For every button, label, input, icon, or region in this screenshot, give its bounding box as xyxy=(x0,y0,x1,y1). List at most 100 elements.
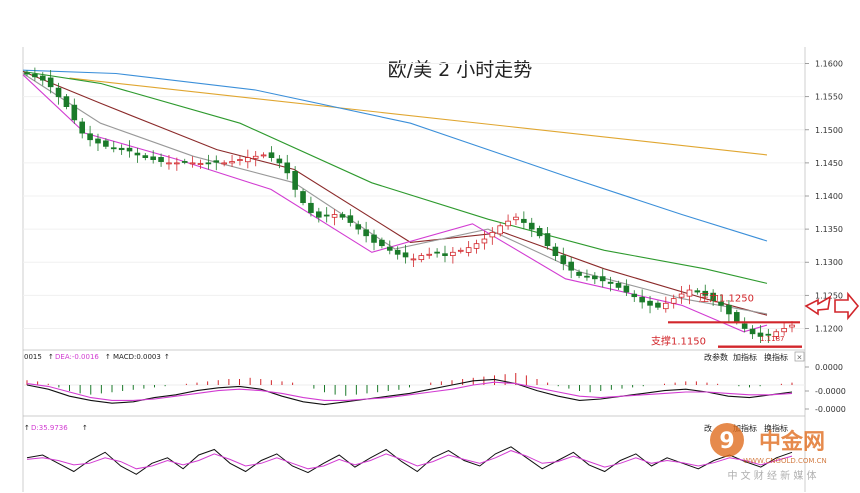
candle-body xyxy=(110,147,117,150)
macd-tick-label: -0.0000 xyxy=(815,387,846,396)
macd-panel: 0.0000 -0.0000 -0.0000 xyxy=(23,363,846,414)
macd-tick-label: -0.0000 xyxy=(815,405,846,414)
candle-body xyxy=(213,160,220,163)
candle-body xyxy=(134,152,141,156)
candle-body xyxy=(245,157,251,163)
chart-title: 欧/美 2 小时走势 xyxy=(388,59,533,81)
candle-body xyxy=(450,251,456,257)
candle-body xyxy=(473,243,480,249)
candle-body xyxy=(536,227,543,237)
svg-text:9: 9 xyxy=(719,429,734,454)
add-indicator-button-2[interactable]: 加指标 xyxy=(733,423,757,433)
candle-body xyxy=(323,214,330,217)
candle-body xyxy=(410,258,417,261)
candle-body xyxy=(394,249,401,255)
swap-indicator-button-2[interactable]: 换指标 xyxy=(764,423,788,433)
add-indicator-button[interactable]: 加指标 xyxy=(733,352,757,362)
macd-dea-line xyxy=(26,381,793,401)
candle-body xyxy=(402,252,409,258)
kdj-panel xyxy=(26,446,793,475)
candle-body xyxy=(481,238,488,244)
candle-body xyxy=(316,211,322,218)
candle-body xyxy=(576,271,582,276)
macd-up-icon: ↑ xyxy=(48,353,54,361)
watermark-sub: 中 文 财 经 新 媒 体 xyxy=(727,469,816,482)
candle-body xyxy=(513,216,519,221)
candle-body xyxy=(781,328,787,333)
y-tick-label: 1.1500 xyxy=(815,126,843,135)
candle-body xyxy=(276,158,283,164)
moving-averages xyxy=(22,69,768,333)
macd-up-icon-2: ↑ xyxy=(164,353,170,361)
close-box[interactable] xyxy=(794,351,805,362)
candle-body xyxy=(663,302,669,310)
candle-body xyxy=(497,225,503,235)
moving-average-line xyxy=(22,70,768,284)
candle-body xyxy=(292,170,298,190)
candle-body xyxy=(174,162,180,165)
dea-up-icon: ↑ xyxy=(105,353,111,361)
watermark-url: WWW.CNGOLD.COM.CN xyxy=(743,457,827,465)
candle-body xyxy=(694,290,701,293)
candle-body xyxy=(521,218,527,223)
candle-body xyxy=(757,332,764,337)
candle-body xyxy=(24,72,30,75)
candle-body xyxy=(166,162,172,165)
kdj-k-line xyxy=(26,446,793,475)
params-button-2[interactable]: 改 xyxy=(704,423,712,433)
candle-body xyxy=(670,298,677,304)
macd-value-label: MACD:0.0003 xyxy=(113,353,161,361)
candle-body xyxy=(63,96,70,107)
dea-label: DEA:-0.0016 xyxy=(55,353,99,361)
candle-body xyxy=(718,301,724,306)
candle-body xyxy=(39,75,46,81)
candle-body xyxy=(789,324,795,328)
right-arrow-icon-2 xyxy=(834,291,860,321)
moving-average-line xyxy=(22,73,768,315)
watermark-brand: 中金网 xyxy=(759,429,825,455)
candle-body xyxy=(103,140,109,147)
candle-body xyxy=(205,162,212,165)
candle-body xyxy=(95,138,101,144)
candle-body xyxy=(528,222,535,230)
brand-logo-icon xyxy=(710,423,744,457)
close-icon[interactable]: × xyxy=(797,354,803,362)
candle-body xyxy=(773,331,780,337)
candle-body xyxy=(355,224,362,230)
candle-body xyxy=(434,251,440,254)
candle-body xyxy=(623,285,630,293)
y-tick-label: 1.1200 xyxy=(815,324,843,333)
watermark: 9 中金网 WWW.CNGOLD.COM.CN 中 文 财 经 新 媒 体 xyxy=(710,423,827,482)
candle-body xyxy=(544,233,551,247)
y-tick-label: 1.1450 xyxy=(815,159,843,168)
candle-body xyxy=(426,253,433,256)
candle-body xyxy=(655,302,661,308)
candle-body xyxy=(347,215,354,223)
moving-average-line xyxy=(22,70,768,316)
candle-body xyxy=(726,304,732,315)
candle-body xyxy=(363,229,369,237)
candle-body xyxy=(379,239,385,247)
candle-body xyxy=(686,289,693,297)
candle-body xyxy=(560,255,567,264)
candle-body xyxy=(584,275,590,278)
last-price-label: 1.1187 xyxy=(760,335,785,343)
candle-body xyxy=(339,214,346,218)
macd-tick-label: 0.0000 xyxy=(815,363,843,372)
candle-body xyxy=(260,154,267,157)
resistance-label: 压力1.1250 xyxy=(699,291,754,304)
candle-body xyxy=(741,323,748,329)
y-tick-label: 1.1400 xyxy=(815,192,843,201)
annotations: 压力1.1250 支撑1.1150 1.1187 xyxy=(651,291,802,348)
candle-body xyxy=(55,87,62,98)
swap-indicator-button[interactable]: 换指标 xyxy=(764,352,788,362)
candle-body xyxy=(181,161,188,163)
candle-body xyxy=(308,202,314,213)
candle-body xyxy=(599,276,606,282)
params-button[interactable]: 改参数 xyxy=(704,352,728,362)
kdj-up-icon: ↑ xyxy=(24,424,30,432)
candle-body xyxy=(489,232,496,238)
candle-body xyxy=(765,333,772,336)
candle-body xyxy=(284,162,291,174)
macd-label-left: 0015 xyxy=(24,353,42,361)
